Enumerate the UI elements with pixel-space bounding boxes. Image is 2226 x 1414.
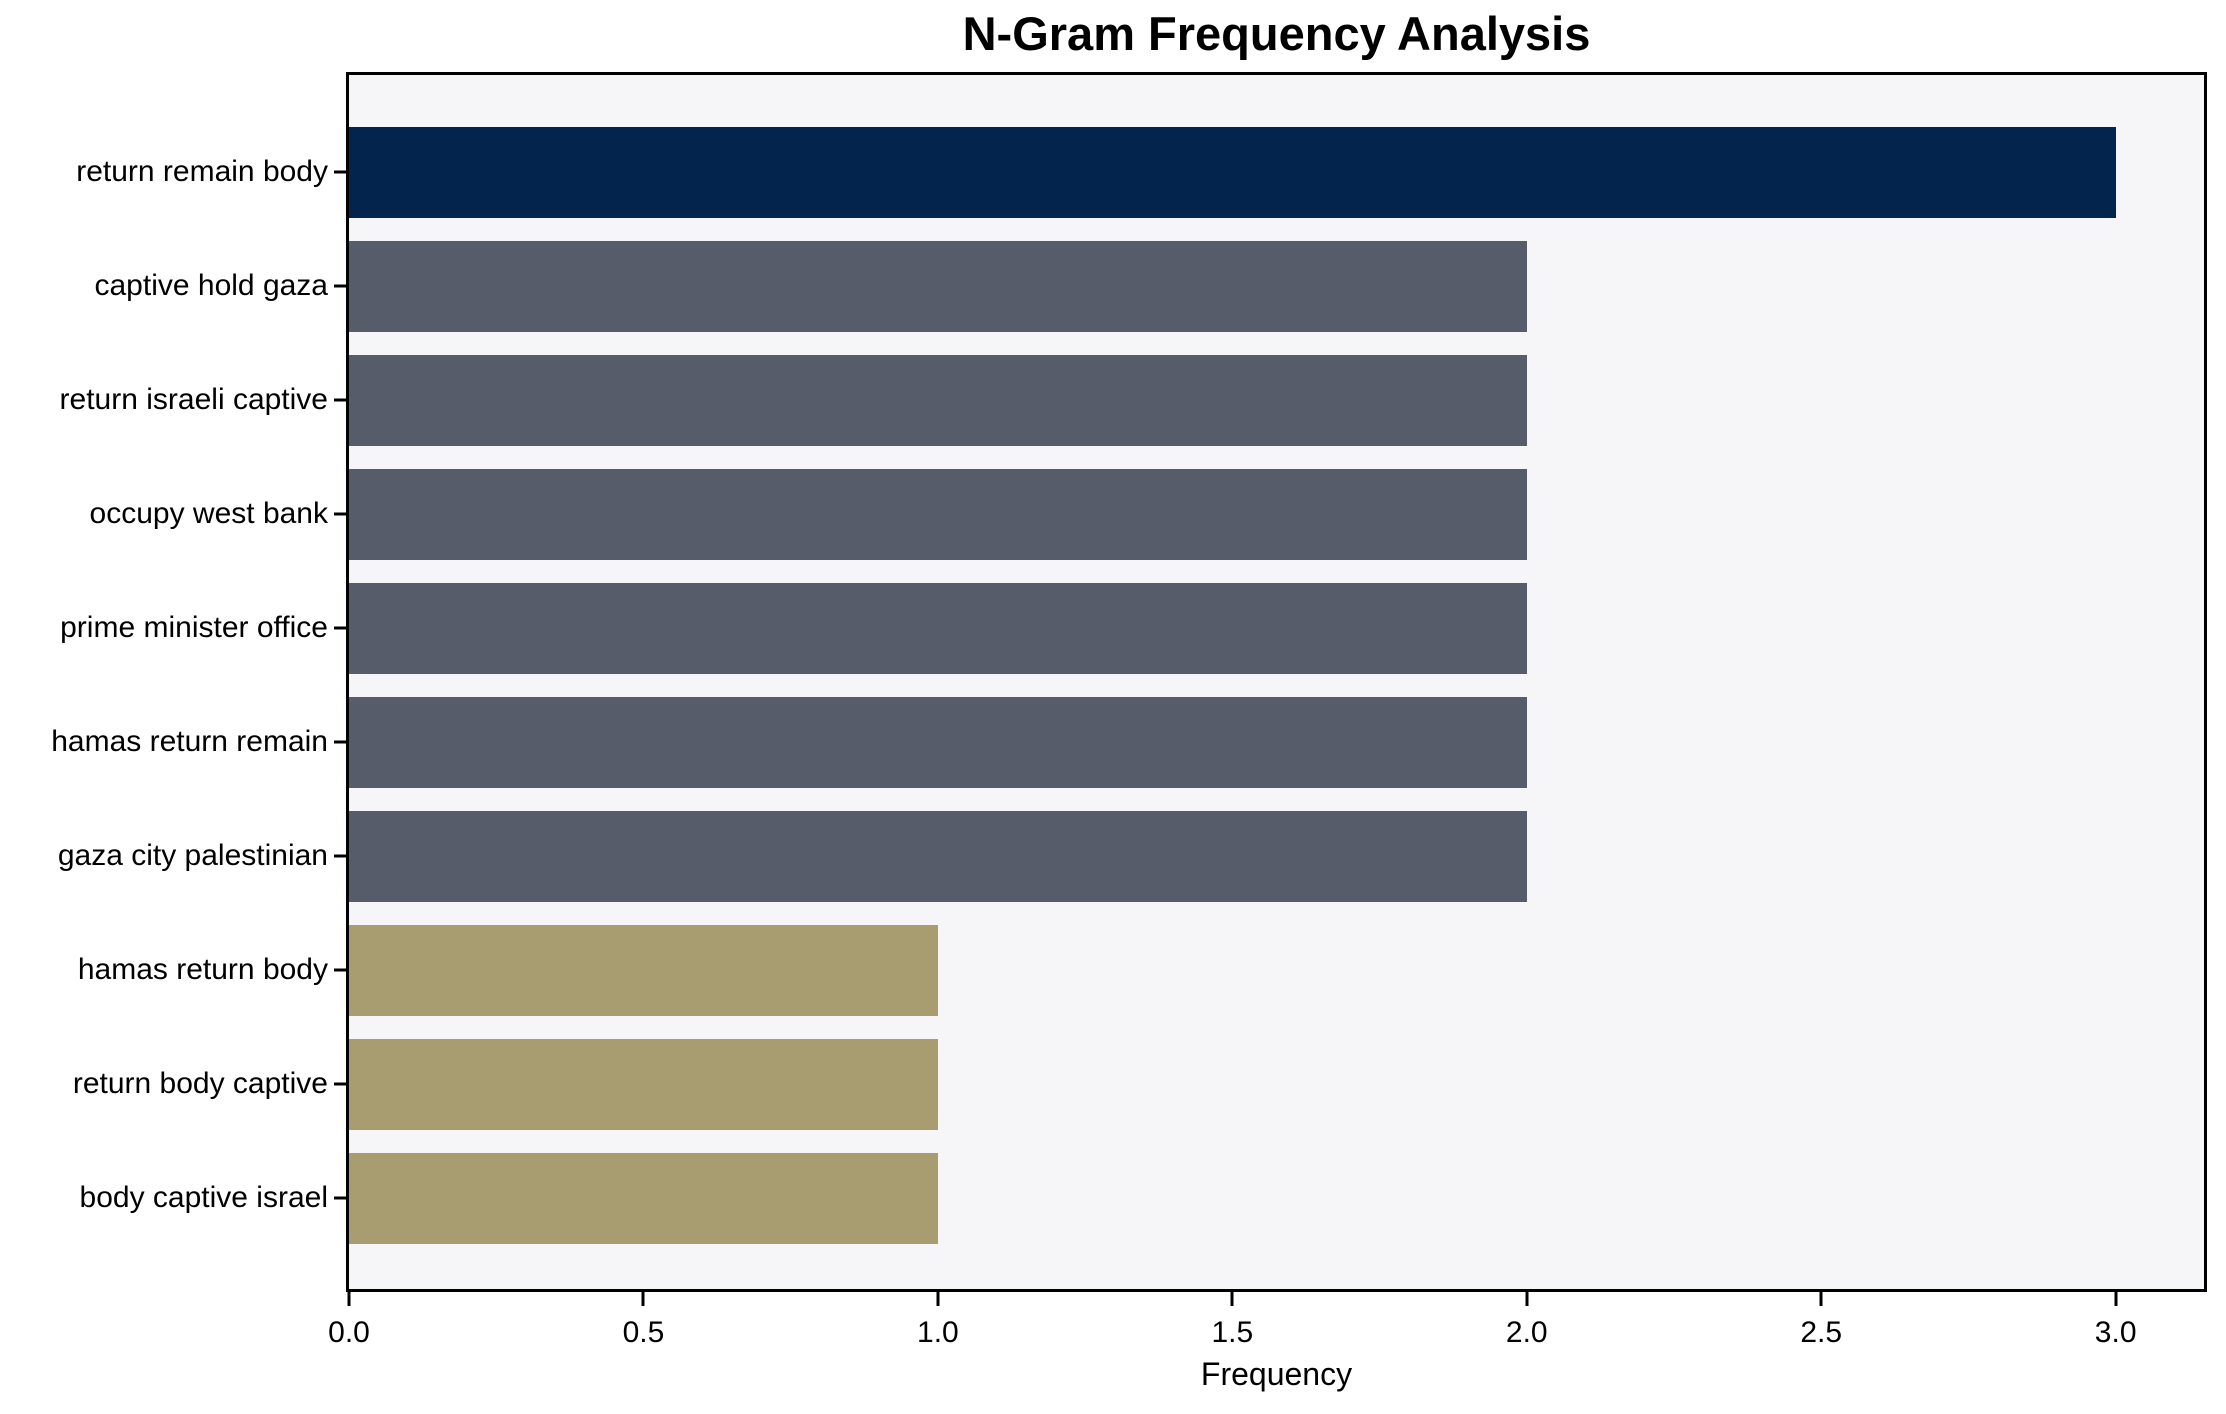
y-tick-label: hamas return body [77, 953, 328, 986]
x-tick-mark [1819, 1292, 1823, 1306]
y-tick-mark [334, 968, 346, 972]
bar-prime-minister-office [349, 582, 1527, 674]
plot-area [346, 72, 2207, 1292]
y-tick-label: return israeli captive [59, 383, 328, 416]
x-tick-label: 3.0 [2094, 1316, 2137, 1349]
y-tick-mark [334, 284, 346, 288]
x-tick-mark [936, 1292, 940, 1306]
chart-title: N-Gram Frequency Analysis [962, 7, 1591, 60]
x-axis-title: Frequency [1200, 1356, 1353, 1392]
y-tick-label: return body captive [72, 1067, 328, 1100]
bar-body-captive-israel [349, 1152, 938, 1244]
bar-return-body-captive [349, 1038, 938, 1130]
x-tick-mark [641, 1292, 645, 1306]
bar-hamas-return-body [349, 924, 938, 1016]
x-tick-mark [2114, 1292, 2118, 1306]
x-tick-label: 1.0 [917, 1316, 959, 1349]
bar-return-israeli-captive [349, 354, 1527, 446]
x-tick-mark [347, 1292, 351, 1306]
bar-occupy-west-bank [349, 468, 1527, 560]
x-tick-label: 1.5 [1211, 1316, 1254, 1349]
y-tick-mark [334, 626, 346, 630]
y-tick-label: occupy west bank [89, 497, 328, 530]
y-tick-mark [334, 854, 346, 858]
y-tick-label: gaza city palestinian [57, 839, 328, 872]
x-tick-mark [1230, 1292, 1234, 1306]
y-tick-mark [334, 170, 346, 174]
x-tick-mark [1525, 1292, 1529, 1306]
y-tick-mark [334, 1196, 346, 1200]
y-tick-mark [334, 398, 346, 402]
y-tick-label: body captive israel [79, 1181, 328, 1214]
bar-return-remain-body [349, 126, 2116, 218]
bar-hamas-return-remain [349, 696, 1527, 788]
x-tick-label: 0.0 [328, 1316, 370, 1349]
y-tick-label: hamas return remain [51, 725, 328, 758]
x-tick-label: 0.5 [622, 1316, 665, 1349]
bar-captive-hold-gaza [349, 240, 1527, 332]
y-tick-label: prime minister office [60, 611, 328, 644]
y-tick-label: captive hold gaza [94, 269, 329, 302]
x-tick-label: 2.5 [1800, 1316, 1843, 1349]
x-tick-label: 2.0 [1505, 1316, 1548, 1349]
y-tick-mark [334, 512, 346, 516]
bar-gaza-city-palestinian [349, 810, 1527, 902]
y-tick-label: return remain body [76, 155, 328, 188]
y-tick-mark [334, 1082, 346, 1086]
y-tick-mark [334, 740, 346, 744]
